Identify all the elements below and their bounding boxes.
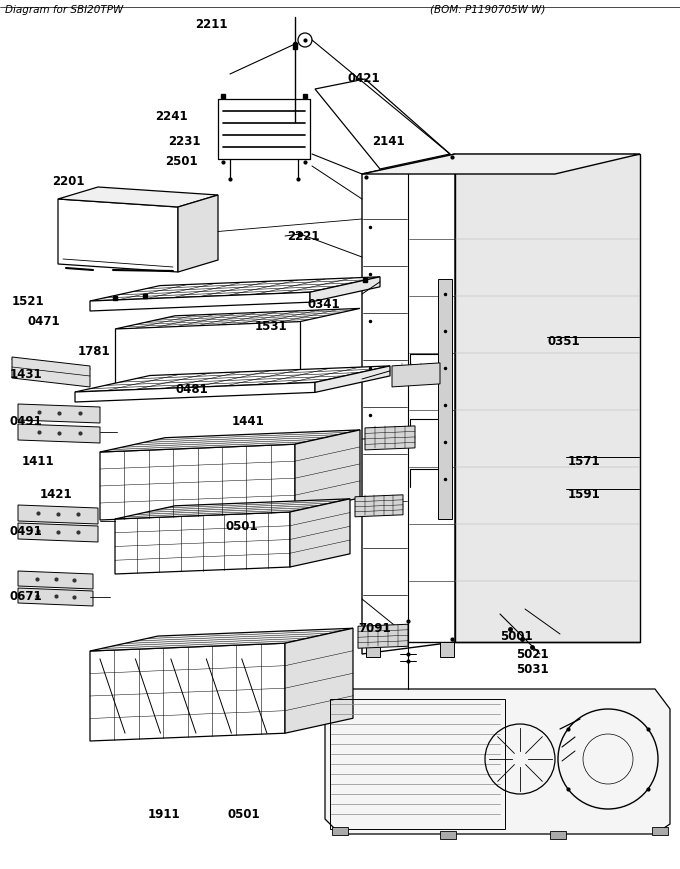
Polygon shape: [290, 499, 350, 567]
Text: 2231: 2231: [168, 135, 201, 148]
Text: 0421: 0421: [348, 72, 381, 85]
Polygon shape: [115, 513, 290, 574]
Polygon shape: [75, 383, 315, 402]
Text: 0471: 0471: [28, 315, 61, 328]
Polygon shape: [75, 367, 390, 393]
Polygon shape: [315, 367, 390, 393]
Text: 1591: 1591: [568, 488, 600, 501]
Text: Diagram for SBI20TPW: Diagram for SBI20TPW: [5, 5, 123, 15]
Polygon shape: [392, 363, 440, 388]
Polygon shape: [365, 427, 415, 450]
Polygon shape: [100, 445, 295, 521]
Text: 0491: 0491: [10, 415, 43, 428]
Polygon shape: [295, 430, 360, 513]
Polygon shape: [90, 277, 380, 302]
Text: 5001: 5001: [500, 629, 532, 642]
Polygon shape: [58, 188, 218, 208]
Text: 2221: 2221: [287, 229, 320, 242]
Text: 5031: 5031: [516, 662, 549, 675]
Polygon shape: [115, 499, 350, 520]
Polygon shape: [90, 643, 285, 741]
Polygon shape: [652, 827, 668, 835]
Text: 0671: 0671: [10, 589, 43, 602]
Polygon shape: [362, 155, 455, 654]
Text: 1911: 1911: [148, 807, 181, 820]
Polygon shape: [100, 430, 360, 453]
Polygon shape: [440, 831, 456, 839]
Text: 0341: 0341: [308, 298, 341, 310]
Polygon shape: [358, 625, 408, 648]
Polygon shape: [90, 293, 310, 312]
Text: 2501: 2501: [165, 155, 198, 168]
Polygon shape: [18, 523, 98, 542]
Text: 2241: 2241: [155, 109, 188, 123]
Polygon shape: [366, 642, 380, 657]
Text: 1441: 1441: [232, 415, 265, 428]
Polygon shape: [18, 506, 98, 524]
Polygon shape: [325, 689, 670, 834]
Polygon shape: [550, 831, 566, 839]
Polygon shape: [285, 628, 353, 733]
Text: 7091: 7091: [358, 621, 390, 634]
Text: 0501: 0501: [228, 807, 260, 820]
Text: 1421: 1421: [40, 488, 73, 501]
Polygon shape: [18, 588, 93, 607]
Text: 1531: 1531: [255, 320, 288, 333]
Text: 0501: 0501: [225, 520, 258, 533]
Polygon shape: [18, 425, 100, 443]
Text: 1571: 1571: [568, 454, 600, 468]
Polygon shape: [315, 80, 450, 169]
Polygon shape: [362, 155, 640, 175]
Polygon shape: [310, 277, 380, 303]
Polygon shape: [355, 495, 403, 517]
Text: 2211: 2211: [195, 18, 228, 31]
Polygon shape: [438, 280, 452, 520]
Text: 0491: 0491: [10, 524, 43, 537]
Polygon shape: [455, 155, 640, 642]
Polygon shape: [18, 405, 100, 423]
Text: 5021: 5021: [516, 647, 549, 660]
Text: 2201: 2201: [52, 175, 84, 188]
Polygon shape: [178, 196, 218, 273]
Polygon shape: [58, 200, 178, 273]
Text: (BOM: P1190705W W): (BOM: P1190705W W): [430, 5, 545, 15]
Text: 1781: 1781: [78, 345, 111, 357]
Polygon shape: [115, 309, 360, 329]
Polygon shape: [12, 357, 90, 388]
Text: 0481: 0481: [175, 382, 208, 395]
Text: 1521: 1521: [12, 295, 45, 308]
Polygon shape: [332, 827, 348, 835]
Text: 0351: 0351: [548, 335, 581, 348]
Polygon shape: [440, 642, 454, 657]
Polygon shape: [18, 571, 93, 589]
Text: 2141: 2141: [372, 135, 405, 148]
Text: 1431: 1431: [10, 368, 43, 381]
Text: 1411: 1411: [22, 454, 54, 468]
Polygon shape: [90, 628, 353, 651]
